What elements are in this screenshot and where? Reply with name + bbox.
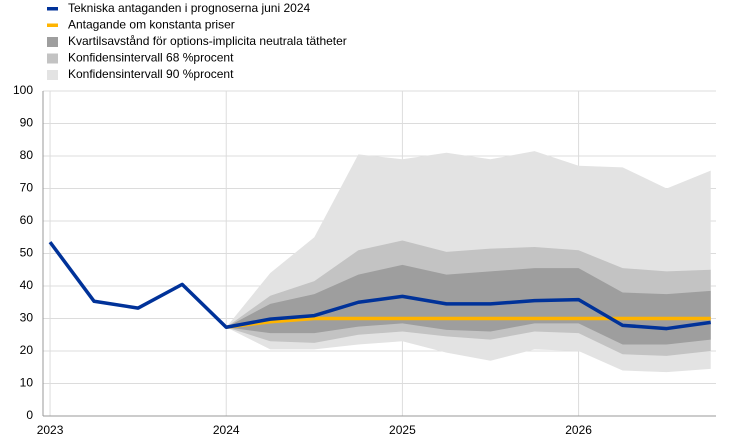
legend-label: Tekniska antaganden i prognoserna juni 2… [68, 1, 311, 15]
legend-swatch [47, 70, 58, 80]
y-tick-label: 60 [20, 213, 34, 227]
x-tick-label: 2026 [565, 423, 592, 437]
y-tick-label: 0 [26, 408, 33, 422]
legend-swatch [47, 7, 58, 11]
y-tick-label: 50 [20, 246, 34, 260]
y-tick-label: 30 [20, 311, 34, 325]
legend-label: Konfidensintervall 90 %procent [68, 67, 234, 81]
legend-label: Antagande om konstanta priser [68, 18, 235, 32]
y-tick-label: 10 [20, 376, 34, 390]
legend-swatch [47, 53, 58, 64]
series-line [226, 316, 711, 330]
y-tick-label: 90 [20, 116, 34, 130]
y-tick-label: 80 [20, 148, 34, 162]
y-tick-label: 100 [13, 83, 33, 97]
y-tick-label: 70 [20, 181, 34, 195]
legend-swatch [47, 37, 58, 47]
x-tick-label: 2023 [37, 423, 64, 437]
x-tick-label: 2025 [389, 423, 416, 437]
legend-label: Konfidensintervall 68 %procent [68, 51, 234, 65]
legend-label: Kvartilsavstånd för options-implicita ne… [68, 34, 347, 48]
x-tick-label: 2024 [213, 423, 240, 437]
legend-swatch [47, 23, 58, 27]
y-tick-label: 40 [20, 278, 34, 292]
y-tick-label: 20 [20, 343, 34, 357]
series-line [48, 241, 711, 331]
